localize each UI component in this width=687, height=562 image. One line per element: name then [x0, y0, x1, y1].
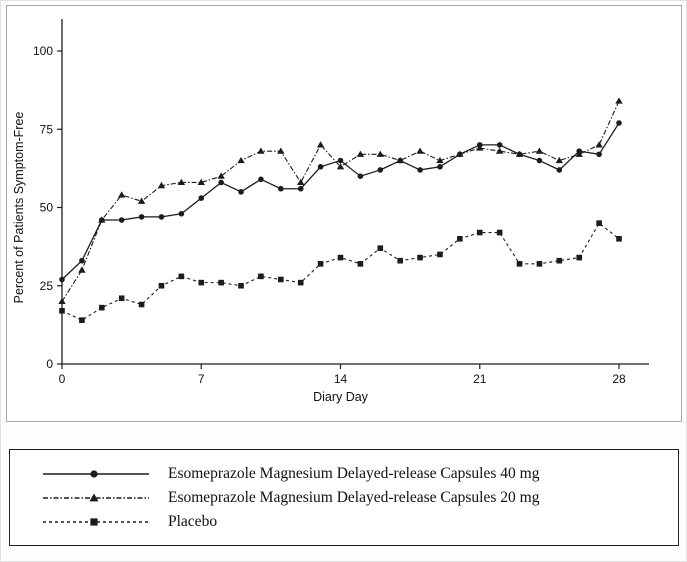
symptom-free-line-chart: 0 25 50 75 100 0 7 14 21 28 Diary Day Percent of Pa… — [12, 19, 649, 404]
svg-text:0: 0 — [59, 372, 66, 386]
svg-text:Percent of Patients Symptom-Fr: Percent of Patients Symptom-Free — [12, 112, 26, 304]
svg-text:Diary Day: Diary Day — [313, 390, 369, 404]
legend: Esomeprazole Magnesium Delayed-release C… — [9, 449, 679, 546]
svg-text:28: 28 — [612, 372, 626, 386]
legend-line-40mg-icon — [43, 470, 149, 478]
svg-text:0: 0 — [46, 357, 53, 371]
svg-text:75: 75 — [40, 122, 54, 136]
svg-text:100: 100 — [33, 44, 53, 58]
svg-text:21: 21 — [473, 372, 487, 386]
svg-text:14: 14 — [334, 372, 348, 386]
legend-row-40mg: Esomeprazole Magnesium Delayed-release C… — [40, 462, 678, 486]
svg-text:7: 7 — [198, 372, 205, 386]
legend-row-20mg: Esomeprazole Magnesium Delayed-release C… — [40, 486, 678, 510]
legend-line-placebo-icon — [43, 518, 149, 526]
legend-label-placebo: Placebo — [168, 513, 218, 530]
svg-text:25: 25 — [40, 279, 54, 293]
legend-label-20mg: Esomeprazole Magnesium Delayed-release C… — [168, 489, 540, 506]
legend-line-20mg-icon — [43, 493, 149, 502]
legend-row-placebo: Placebo — [40, 510, 678, 534]
svg-text:50: 50 — [40, 201, 54, 215]
chart-panel: 0 25 50 75 100 0 7 14 21 28 Diary Day Percent of Pa… — [6, 5, 682, 422]
legend-label-40mg: Esomeprazole Magnesium Delayed-release C… — [168, 465, 540, 482]
